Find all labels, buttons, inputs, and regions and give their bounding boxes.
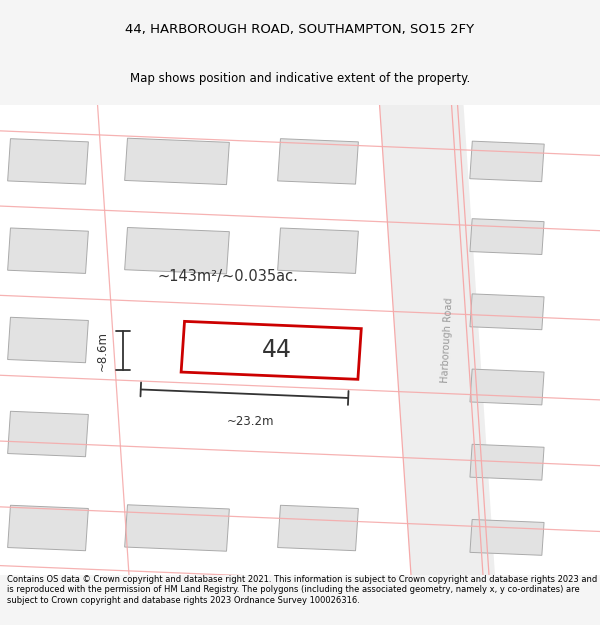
Polygon shape	[125, 138, 229, 184]
Polygon shape	[125, 228, 229, 274]
Text: Map shows position and indicative extent of the property.: Map shows position and indicative extent…	[130, 72, 470, 85]
Polygon shape	[278, 505, 358, 551]
Polygon shape	[278, 139, 358, 184]
Polygon shape	[470, 219, 544, 254]
Text: 44: 44	[262, 338, 292, 362]
Polygon shape	[8, 411, 88, 457]
Polygon shape	[470, 519, 544, 555]
Text: ~23.2m: ~23.2m	[227, 415, 274, 428]
Text: 44, HARBOROUGH ROAD, SOUTHAMPTON, SO15 2FY: 44, HARBOROUGH ROAD, SOUTHAMPTON, SO15 2…	[125, 23, 475, 36]
Polygon shape	[470, 141, 544, 182]
Polygon shape	[8, 318, 88, 362]
Polygon shape	[8, 139, 88, 184]
Polygon shape	[380, 105, 495, 575]
Polygon shape	[8, 228, 88, 273]
Polygon shape	[470, 369, 544, 405]
Polygon shape	[470, 444, 544, 480]
Polygon shape	[278, 228, 358, 273]
Text: ~143m²/~0.035ac.: ~143m²/~0.035ac.	[158, 269, 298, 284]
Polygon shape	[470, 294, 544, 330]
Text: Contains OS data © Crown copyright and database right 2021. This information is : Contains OS data © Crown copyright and d…	[7, 575, 598, 605]
Text: ~8.6m: ~8.6m	[95, 331, 109, 371]
Text: Harborough Road: Harborough Road	[440, 297, 454, 383]
Polygon shape	[181, 321, 361, 379]
Polygon shape	[125, 505, 229, 551]
Polygon shape	[8, 505, 88, 551]
